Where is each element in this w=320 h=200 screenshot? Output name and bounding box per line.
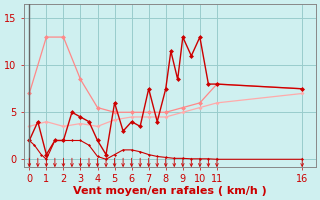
- X-axis label: Vent moyen/en rafales ( km/h ): Vent moyen/en rafales ( km/h ): [73, 186, 267, 196]
